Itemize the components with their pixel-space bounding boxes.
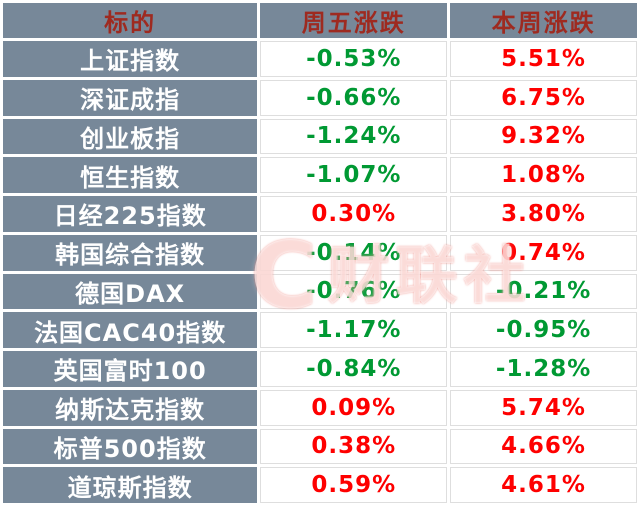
table-row: 深证成指 -0.66% 6.75% (3, 79, 637, 116)
table-row: 韩国综合指数 -0.14% 0.74% (3, 234, 637, 271)
index-name: 德国DAX (3, 273, 258, 310)
friday-change: -0.84% (260, 351, 448, 387)
table-row: 法国CAC40指数 -1.17% -0.95% (3, 312, 637, 348)
header-row: 标的 周五涨跌 本周涨跌 (3, 3, 637, 38)
table-body: 上证指数 -0.53% 5.51% 深证成指 -0.66% 6.75% 创业板指… (3, 41, 637, 503)
week-change: 4.61% (450, 467, 637, 503)
week-change: 9.32% (450, 118, 637, 155)
table-row: 上证指数 -0.53% 5.51% (3, 41, 637, 77)
week-change: -0.21% (450, 273, 637, 310)
index-name: 法国CAC40指数 (3, 312, 258, 348)
table-header: 标的 周五涨跌 本周涨跌 (3, 3, 637, 38)
week-change: 4.66% (450, 428, 637, 465)
friday-change: -1.24% (260, 118, 448, 155)
header-friday-change: 周五涨跌 (260, 3, 448, 38)
week-change: -1.28% (450, 351, 637, 387)
index-name: 恒生指数 (3, 157, 258, 193)
table-row: 纳斯达克指数 0.09% 5.74% (3, 389, 637, 426)
table-row: 标普500指数 0.38% 4.66% (3, 428, 637, 465)
friday-change: -1.17% (260, 312, 448, 348)
friday-change: -0.53% (260, 41, 448, 77)
week-change: -0.95% (450, 312, 637, 348)
index-name: 日经225指数 (3, 196, 258, 232)
header-target: 标的 (3, 3, 258, 38)
week-change: 5.74% (450, 389, 637, 426)
index-name: 创业板指 (3, 118, 258, 155)
friday-change: 0.09% (260, 389, 448, 426)
header-week-change: 本周涨跌 (450, 3, 637, 38)
week-change: 5.51% (450, 41, 637, 77)
week-change: 0.74% (450, 234, 637, 271)
table-row: 道琼斯指数 0.59% 4.61% (3, 467, 637, 503)
index-name: 韩国综合指数 (3, 234, 258, 271)
week-change: 3.80% (450, 196, 637, 232)
friday-change: -1.07% (260, 157, 448, 193)
friday-change: -0.66% (260, 79, 448, 116)
index-name: 上证指数 (3, 41, 258, 77)
table-row: 英国富时100 -0.84% -1.28% (3, 351, 637, 387)
friday-change: -0.14% (260, 234, 448, 271)
friday-change: 0.59% (260, 467, 448, 503)
table-row: 恒生指数 -1.07% 1.08% (3, 157, 637, 193)
friday-change: 0.30% (260, 196, 448, 232)
table-row: 日经225指数 0.30% 3.80% (3, 196, 637, 232)
table-row: 创业板指 -1.24% 9.32% (3, 118, 637, 155)
friday-change: 0.38% (260, 428, 448, 465)
index-name: 纳斯达克指数 (3, 389, 258, 426)
index-name: 英国富时100 (3, 351, 258, 387)
week-change: 6.75% (450, 79, 637, 116)
friday-change: -0.76% (260, 273, 448, 310)
index-name: 深证成指 (3, 79, 258, 116)
week-change: 1.08% (450, 157, 637, 193)
table-row: 德国DAX -0.76% -0.21% (3, 273, 637, 310)
index-name: 道琼斯指数 (3, 467, 258, 503)
index-name: 标普500指数 (3, 428, 258, 465)
